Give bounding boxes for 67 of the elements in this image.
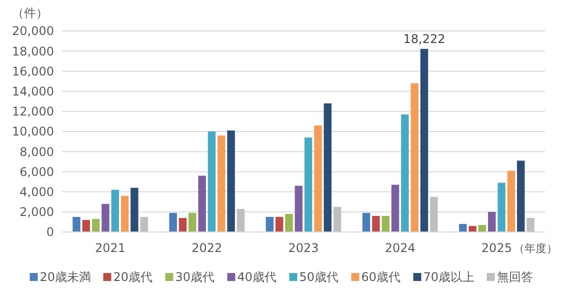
bar: [208, 132, 216, 232]
bar: [102, 204, 110, 232]
legend-label: 30歳代: [175, 270, 215, 284]
bar: [294, 186, 303, 232]
x-axis-title: （年度）: [514, 242, 558, 255]
bar: [391, 184, 400, 232]
x-tick-label: 2023: [288, 241, 319, 255]
bar: [314, 125, 322, 232]
data-label: 18,222: [403, 32, 446, 46]
legend-label: 20歳未満: [40, 270, 92, 284]
bar: [468, 226, 476, 232]
x-tick-label: 2021: [95, 241, 126, 255]
y-tick-label: 16,000: [12, 64, 54, 78]
bar: [507, 170, 516, 232]
y-tick-label: 10,000: [12, 124, 54, 139]
bar: [410, 83, 418, 232]
legend-label: 70歳以上: [423, 270, 475, 284]
bar: [188, 212, 196, 232]
bar: [478, 224, 486, 232]
bar: [198, 176, 206, 232]
y-tick-label: 2,000: [20, 205, 54, 220]
bar: [498, 182, 506, 232]
x-tick-label: 2022: [192, 241, 222, 255]
bar: [526, 218, 534, 232]
bar: [401, 114, 409, 232]
legend-label: 無回答: [496, 270, 533, 284]
y-axis-title: （件）: [12, 6, 48, 20]
bar: [304, 138, 312, 232]
legend-label: 60歳代: [361, 270, 401, 284]
bar: [362, 212, 370, 232]
bar: [178, 218, 187, 232]
bar: [266, 216, 274, 232]
bar: [169, 212, 177, 232]
bar: [459, 224, 467, 232]
bar: [275, 216, 284, 232]
bar: [130, 188, 138, 232]
bar: [140, 216, 148, 232]
legend-label: 20歳代: [113, 270, 153, 284]
x-tick-label: 2024: [384, 241, 416, 255]
bar: [516, 160, 525, 232]
bar: [488, 212, 496, 232]
y-tick-label: 20,000: [12, 24, 54, 38]
bar: [82, 220, 90, 232]
bar: [285, 214, 293, 232]
bar: [218, 136, 226, 232]
bar: [420, 48, 428, 232]
legend-label: 40歳代: [237, 270, 277, 284]
x-tick-label: 2025: [481, 241, 512, 255]
bar: [111, 190, 119, 232]
y-tick-label: 12,000: [12, 104, 54, 119]
y-tick-label: 14,000: [12, 84, 54, 98]
bar: [324, 103, 332, 232]
bar: [92, 218, 100, 232]
bar: [236, 208, 245, 232]
legend-label: 50歳代: [299, 270, 339, 284]
bar: [72, 216, 80, 232]
y-tick-label: 4,000: [20, 185, 54, 199]
y-tick-label: 18,000: [12, 44, 54, 58]
y-tick-label: 8,000: [20, 144, 54, 159]
y-tick-label: 6,000: [20, 164, 54, 179]
bar: [372, 216, 380, 232]
bar: [382, 216, 390, 232]
bar: [120, 196, 129, 232]
bar: [333, 206, 342, 232]
y-tick-label: 0: [46, 225, 54, 240]
bar: [227, 130, 235, 232]
bar: [430, 196, 438, 232]
